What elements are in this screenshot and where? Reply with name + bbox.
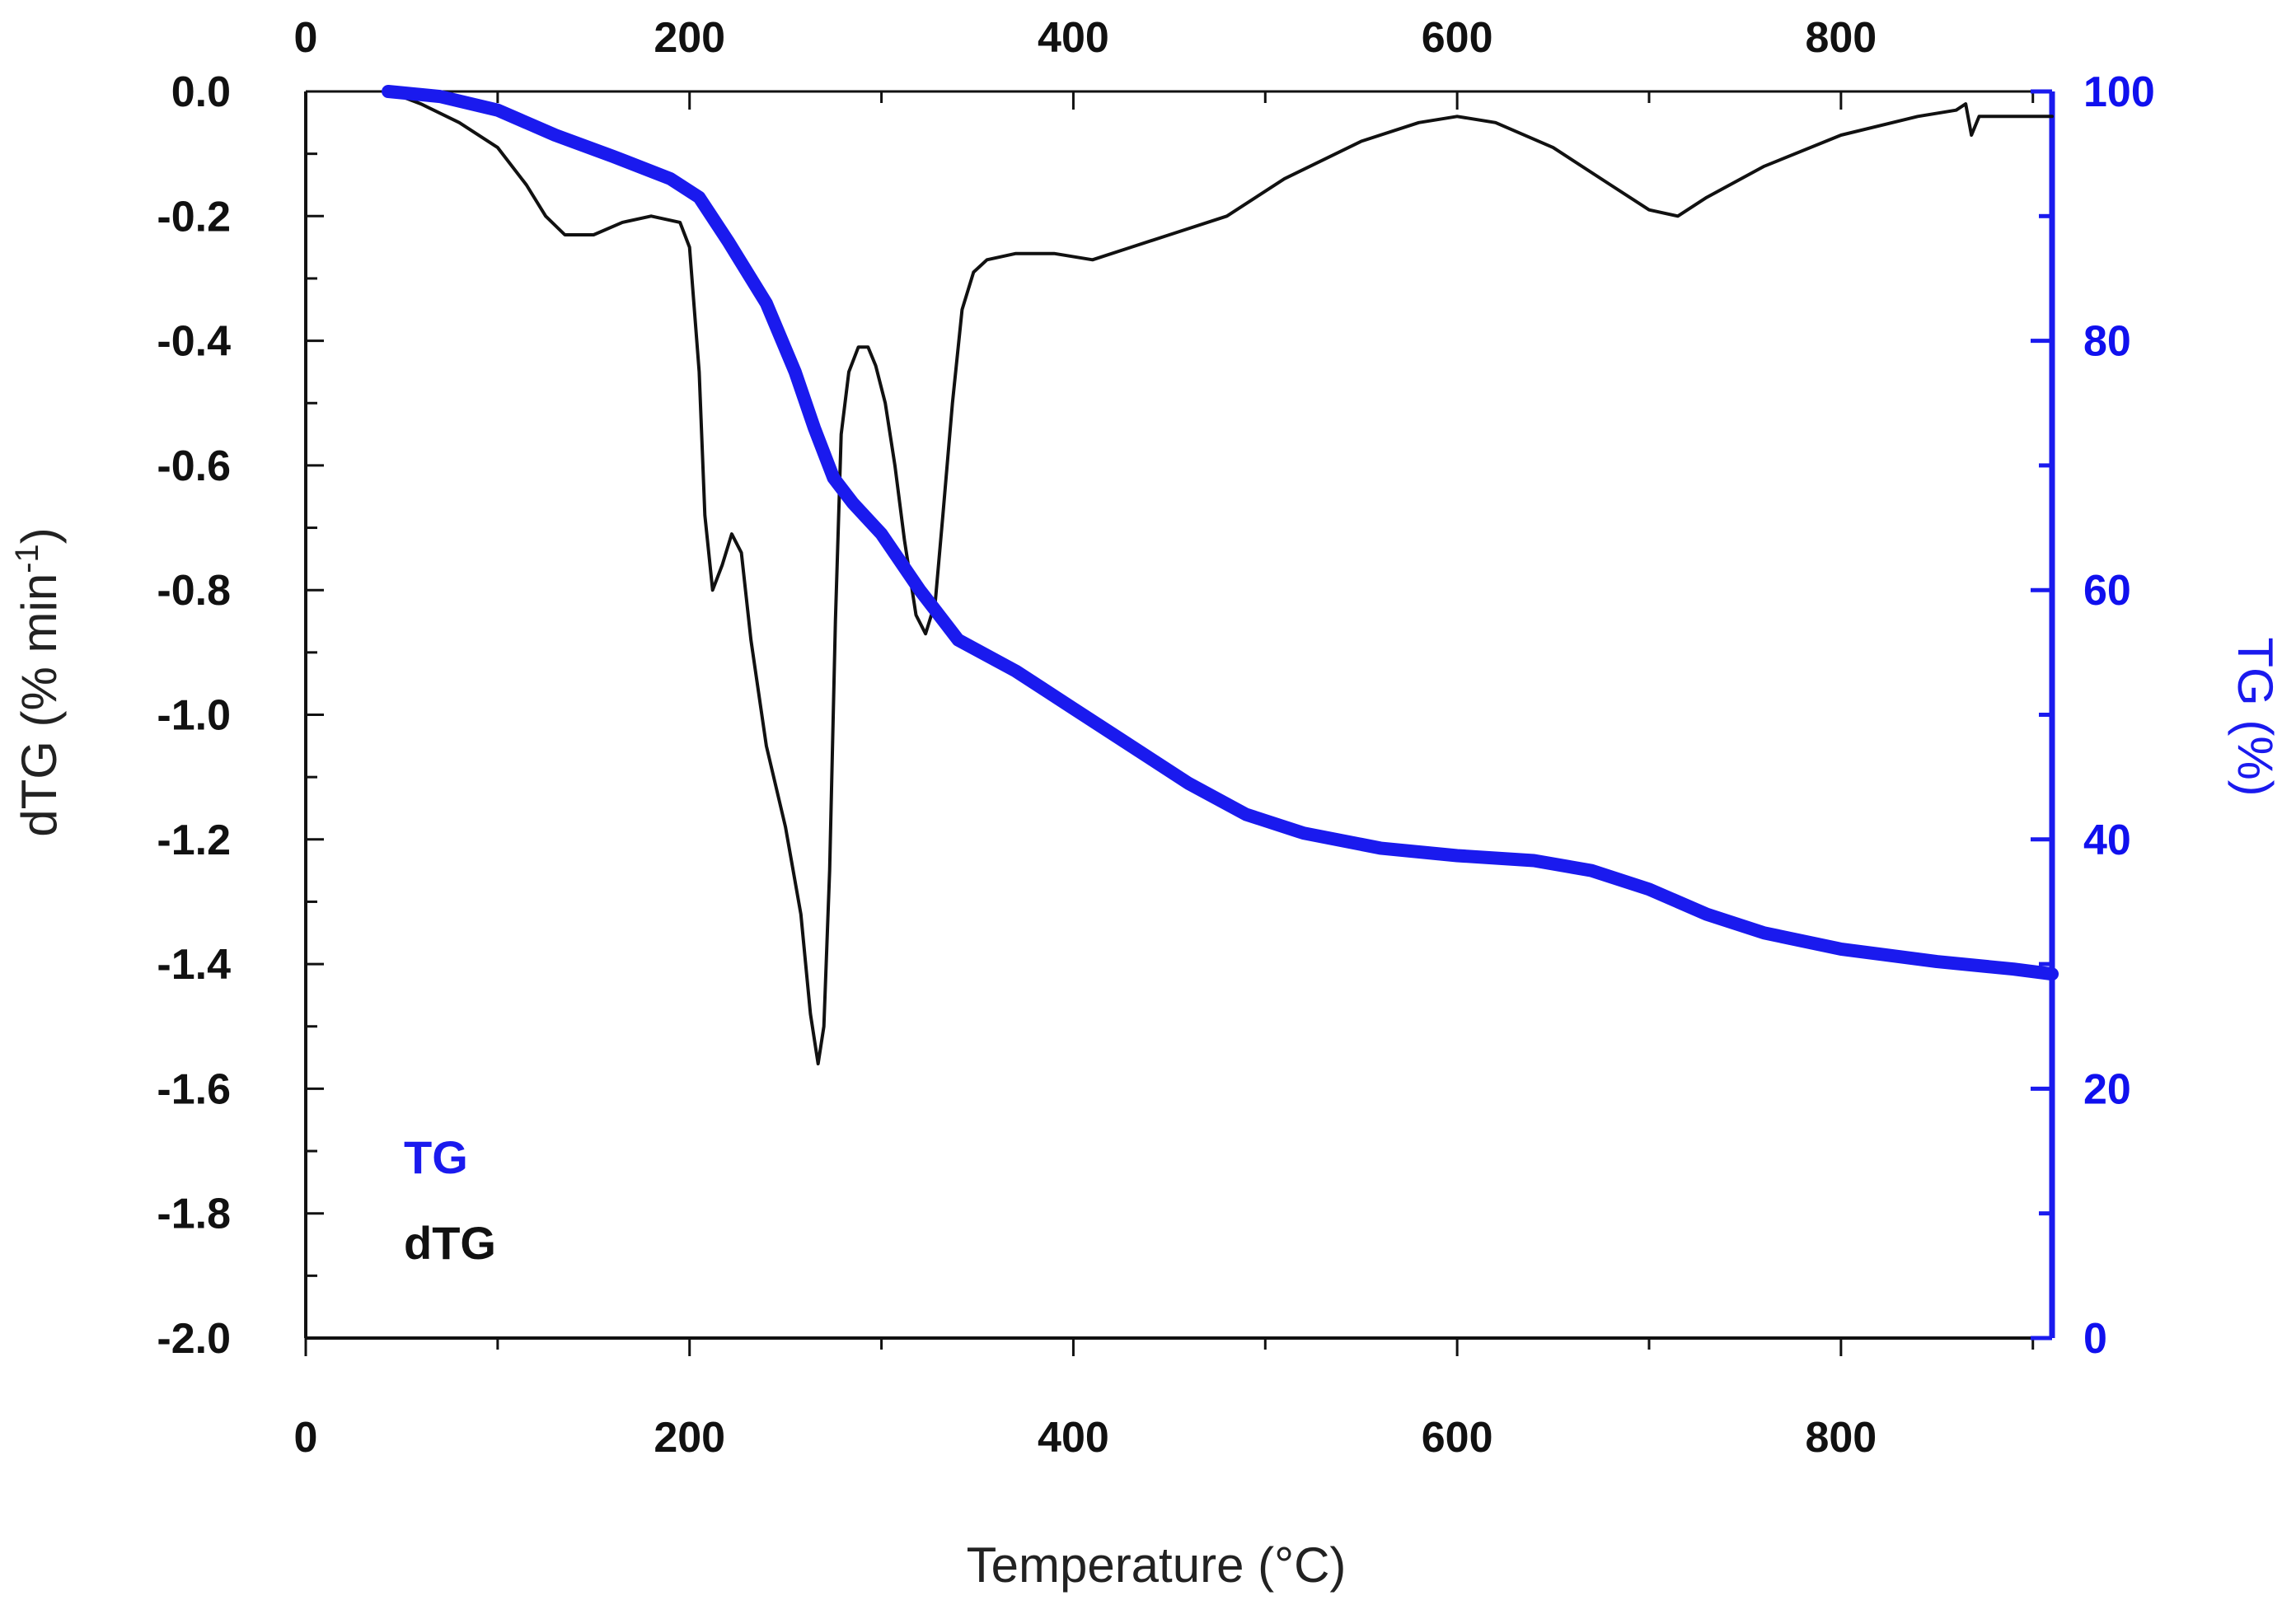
legend: TG dTG	[404, 1131, 496, 1269]
x-tick-label-bottom: 800	[1805, 1414, 1877, 1462]
y-axis-right-title: TG (%)	[2228, 637, 2283, 796]
y-right-tick-label: 40	[2083, 817, 2131, 864]
tick-label-layer: 002002004004006006008008000.0-0.2-0.4-0.…	[157, 14, 2154, 1462]
y-axis-left-title: dTG (% min-1)	[9, 527, 67, 837]
y-left-tick-label: 0.0	[171, 68, 231, 116]
x-tick-label-bottom: 400	[1038, 1414, 1109, 1462]
series-line-tg	[382, 85, 2059, 981]
y-right-tick-label: 100	[2083, 68, 2155, 116]
legend-entry-tg: TG	[404, 1131, 468, 1183]
y-axis-left-title-end: )	[12, 527, 67, 544]
axes-layer	[304, 89, 2055, 1356]
y-right-tick-label: 0	[2083, 1315, 2107, 1363]
y-left-tick-label: -1.8	[157, 1191, 231, 1238]
x-tick-label-top: 800	[1805, 14, 1877, 62]
x-tick-label-top: 400	[1038, 14, 1109, 62]
legend-entry-dtg: dTG	[404, 1217, 496, 1269]
y-right-tick-label: 60	[2083, 567, 2131, 615]
series-layer	[382, 85, 2059, 1066]
y-left-tick-label: -1.0	[157, 692, 231, 740]
y-left-tick-label: -1.4	[157, 941, 231, 989]
x-axis-title: Temperature (°C)	[967, 1537, 1347, 1593]
y-axis-left-title-main: dTG (% min	[12, 573, 67, 837]
x-tick-label-bottom: 600	[1422, 1414, 1493, 1462]
y-left-tick-label: -0.4	[157, 318, 231, 366]
y-left-tick-label: -2.0	[157, 1315, 231, 1363]
y-right-tick-label: 20	[2083, 1065, 2131, 1113]
x-tick-label-top: 600	[1422, 14, 1493, 62]
series-line-dtg	[387, 90, 2054, 1066]
y-left-tick-label: -1.6	[157, 1065, 231, 1113]
y-right-tick-label: 80	[2083, 318, 2131, 366]
x-tick-label-top: 200	[654, 14, 725, 62]
x-tick-label-top: 0	[294, 14, 318, 62]
y-axis-left-title-sup: -1	[9, 544, 45, 573]
x-tick-label-bottom: 0	[294, 1414, 318, 1462]
y-left-tick-label: -1.2	[157, 817, 231, 864]
y-left-tick-label: -0.8	[157, 567, 231, 615]
y-left-tick-label: -0.2	[157, 193, 231, 241]
x-tick-label-bottom: 200	[654, 1414, 725, 1462]
y-left-tick-label: -0.6	[157, 442, 231, 490]
